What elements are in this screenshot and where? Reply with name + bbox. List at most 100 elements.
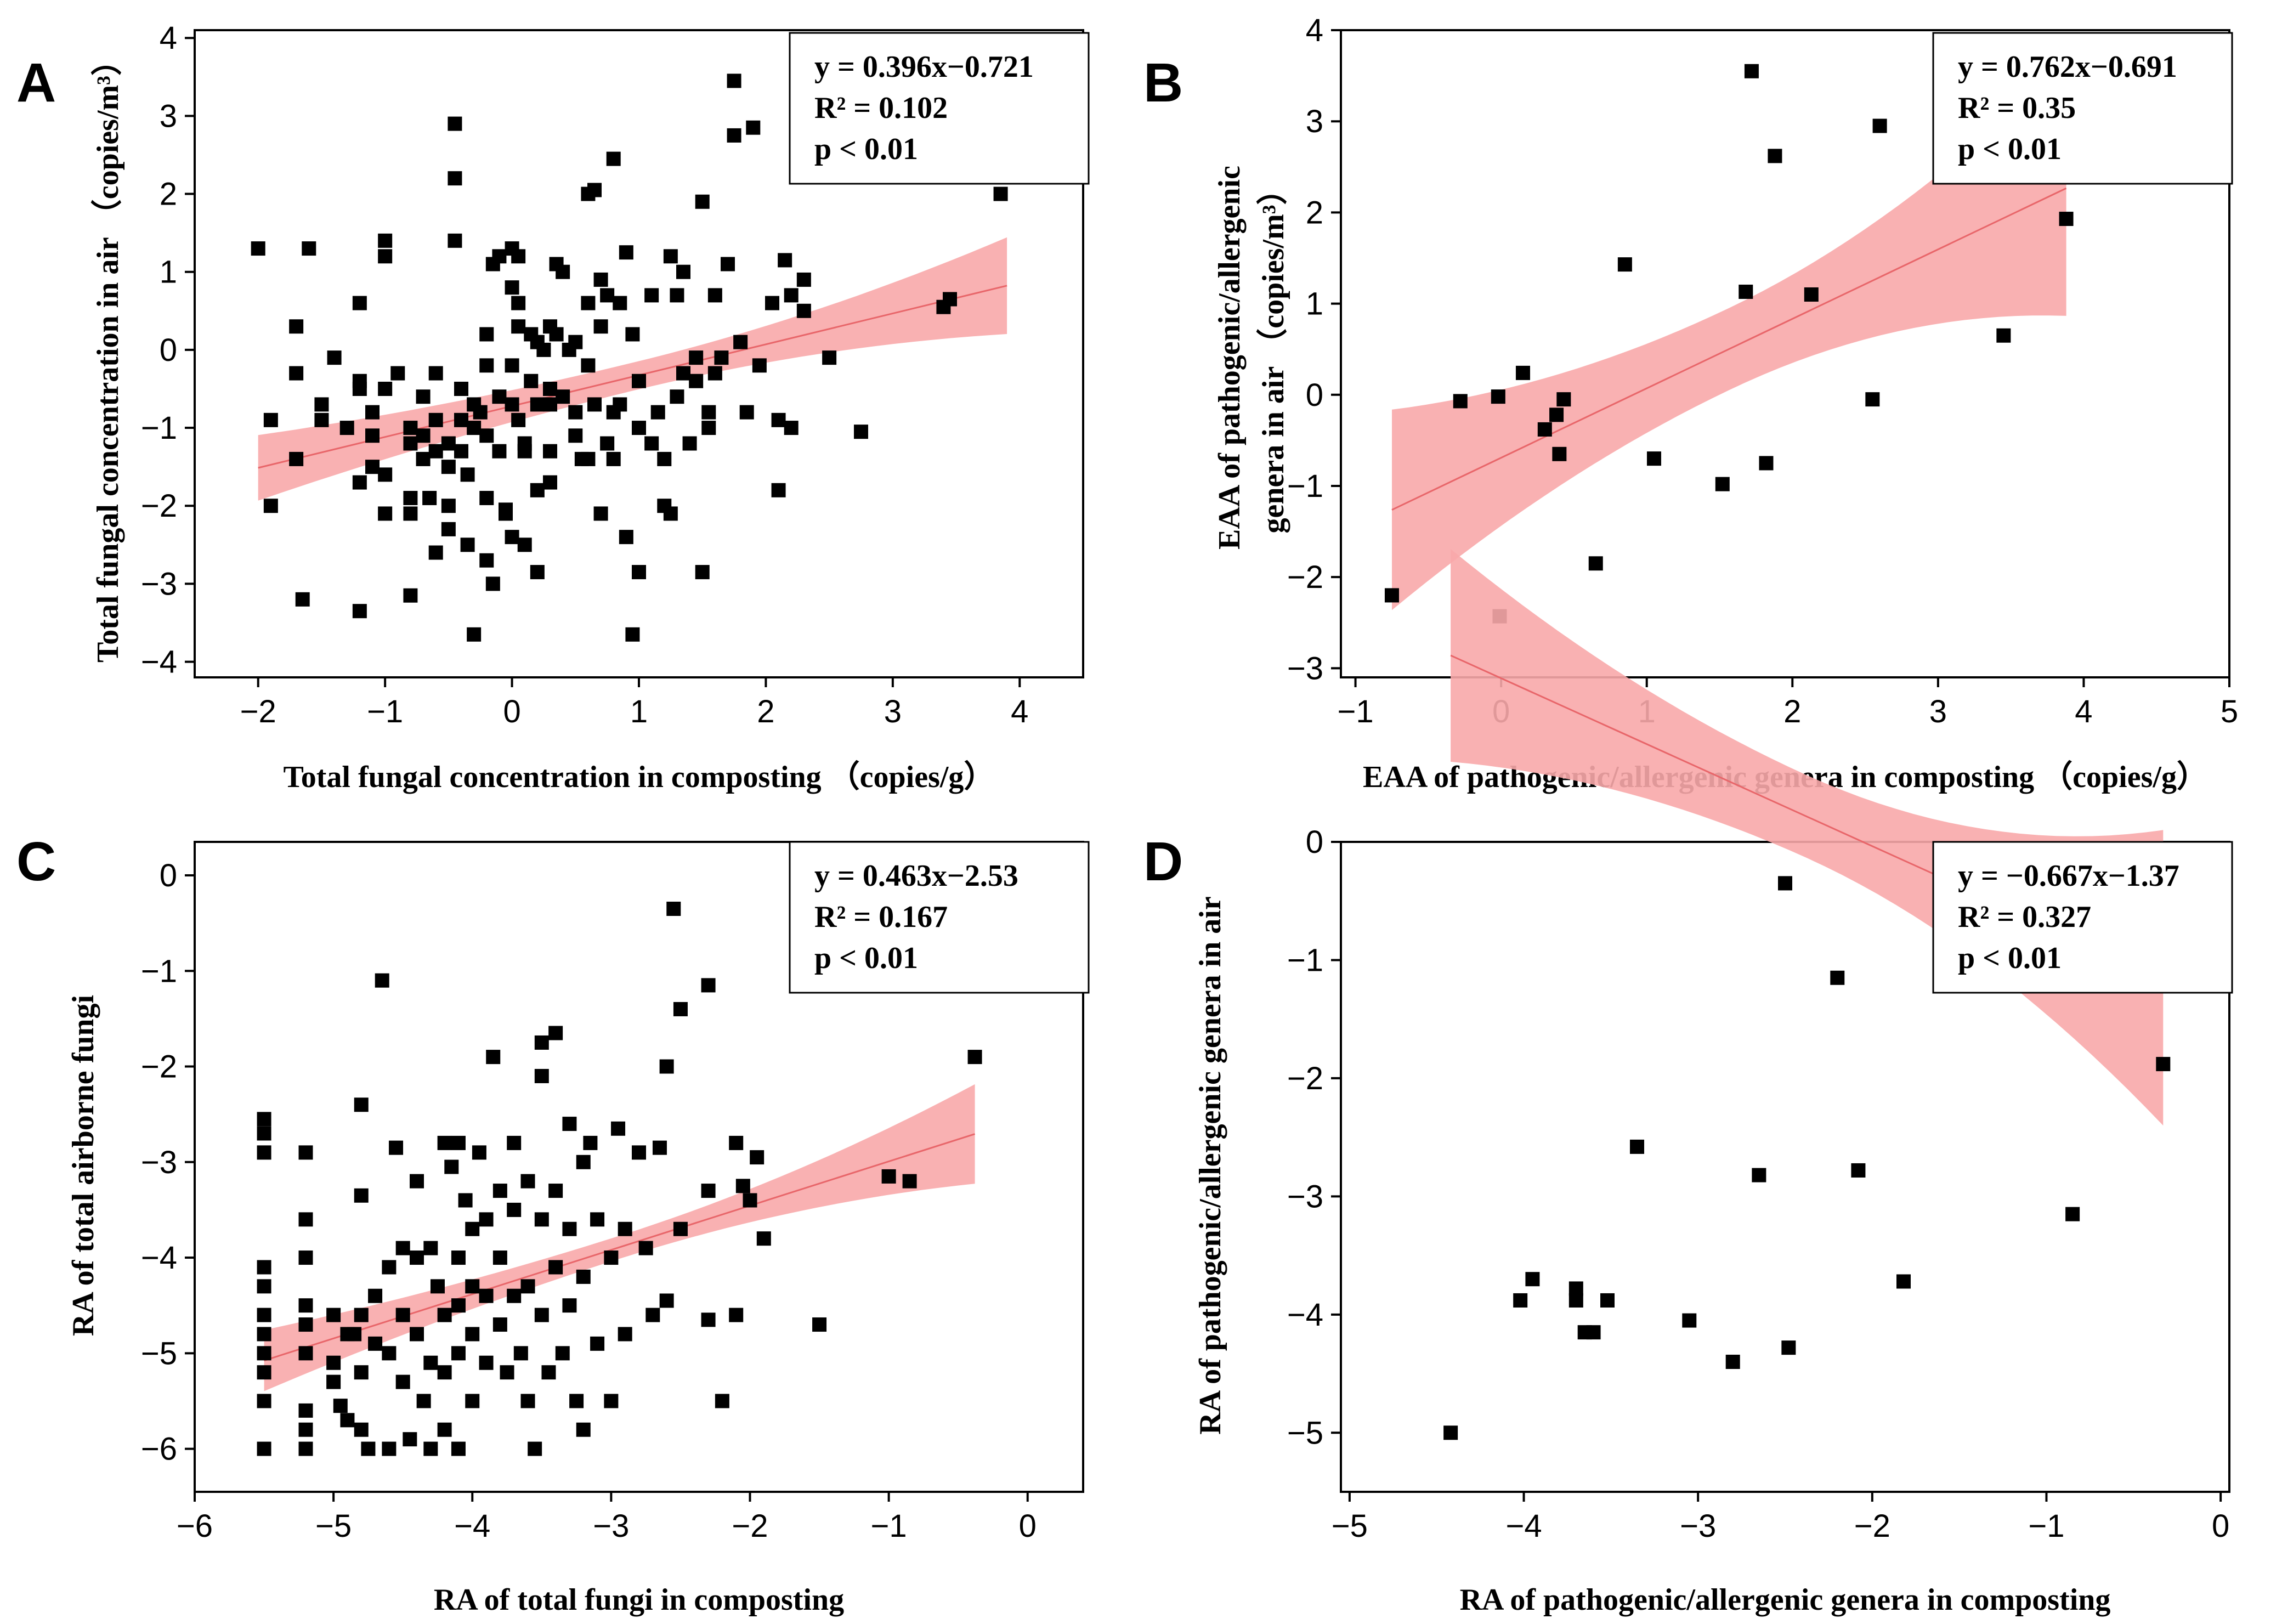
x-tick-label: −1 xyxy=(2028,1508,2064,1544)
data-point xyxy=(593,272,608,287)
data-point xyxy=(721,257,735,271)
data-point xyxy=(437,1135,452,1150)
data-point xyxy=(1525,1272,1540,1287)
data-point xyxy=(298,1403,313,1418)
data-point xyxy=(666,901,681,916)
x-tick-label: 2 xyxy=(757,694,774,729)
data-point xyxy=(492,1317,507,1332)
data-point xyxy=(568,335,583,349)
x-tick-label: 1 xyxy=(630,694,648,729)
data-point xyxy=(352,296,367,310)
data-point xyxy=(354,1097,369,1112)
y-tick-label: −4 xyxy=(141,1240,177,1276)
data-point xyxy=(428,444,443,459)
y-tick-label: 4 xyxy=(1306,13,1323,48)
data-point xyxy=(701,1184,716,1198)
data-point xyxy=(727,128,741,143)
data-point xyxy=(454,381,468,396)
x-tick-label: −2 xyxy=(732,1508,768,1544)
x-tick-label: −1 xyxy=(367,694,403,729)
data-point xyxy=(1896,1274,1911,1289)
x-tick-label: −3 xyxy=(1680,1508,1716,1544)
data-point xyxy=(416,428,431,443)
data-point xyxy=(403,421,418,435)
data-point xyxy=(441,499,456,513)
y-tick-label: −1 xyxy=(1287,942,1323,978)
legend-p-value: p < 0.01 xyxy=(1958,941,2062,975)
fit-line xyxy=(1391,187,2067,511)
data-point xyxy=(943,292,957,307)
data-point xyxy=(378,233,393,248)
data-point xyxy=(1513,1293,1528,1308)
data-point xyxy=(652,1140,667,1155)
data-point xyxy=(511,249,526,264)
data-point xyxy=(778,253,792,268)
data-point xyxy=(251,241,265,256)
data-point xyxy=(632,421,646,435)
data-point xyxy=(568,428,583,443)
y-axis-title: RA of total airborne fungi xyxy=(66,995,100,1336)
data-point xyxy=(378,467,393,482)
y-tick-label: 4 xyxy=(160,20,177,56)
data-point xyxy=(613,296,627,310)
y-axis-title: RA of pathogenic/allergenic genera in ai… xyxy=(1193,896,1227,1434)
data-point xyxy=(1556,392,1571,407)
data-point xyxy=(541,1365,556,1380)
x-tick-label: 4 xyxy=(1011,694,1028,729)
data-point xyxy=(465,1221,480,1236)
data-point xyxy=(618,1327,632,1342)
panel-c: C −6 −5 −4 −3 −2 −1 0 −6 −5 −4 −3 −2 −1 0 y = 0.463x… xyxy=(16,831,1090,1617)
data-point xyxy=(298,1346,313,1361)
data-point xyxy=(507,1135,522,1150)
legend-equation: y = 0.396x−0.721 xyxy=(814,50,1034,84)
data-point xyxy=(549,327,564,342)
data-point xyxy=(562,1221,577,1236)
data-point xyxy=(505,397,519,412)
data-point xyxy=(644,436,659,451)
data-point xyxy=(365,460,380,474)
data-point xyxy=(1646,451,1661,466)
confidence-band xyxy=(258,237,1007,501)
data-point xyxy=(543,444,557,459)
y-axis-ticks: −4 −3 −2 −1 0 1 2 3 4 xyxy=(141,20,195,680)
data-point xyxy=(587,183,602,197)
data-point xyxy=(302,241,316,256)
data-point xyxy=(416,389,431,404)
x-tick-label: −6 xyxy=(177,1508,213,1544)
data-point xyxy=(695,194,710,209)
data-point xyxy=(451,1441,466,1456)
data-point xyxy=(437,1308,452,1322)
data-point xyxy=(611,1121,626,1136)
data-point xyxy=(625,327,640,342)
data-point xyxy=(448,233,462,248)
data-point xyxy=(902,1174,917,1189)
y-tick-label: −2 xyxy=(141,488,177,524)
data-point xyxy=(1865,392,1880,407)
data-point xyxy=(314,412,329,427)
data-point xyxy=(771,412,786,427)
panel-label-a: A xyxy=(16,52,56,114)
x-tick-label: 5 xyxy=(2221,694,2238,729)
data-point xyxy=(1682,1313,1697,1328)
data-point xyxy=(327,350,342,365)
data-point xyxy=(673,1221,688,1236)
data-point xyxy=(467,421,482,435)
data-point xyxy=(695,565,710,580)
x-axis-title: Total fungal concentration in composting… xyxy=(284,760,995,794)
data-point xyxy=(625,627,640,642)
x-axis-ticks: −5 −4 −3 −2 −1 0 xyxy=(1332,1492,2229,1544)
y-tick-label: −1 xyxy=(141,410,177,446)
data-point xyxy=(382,1441,397,1456)
data-point xyxy=(1830,970,1845,985)
data-point xyxy=(1725,1355,1740,1369)
data-point xyxy=(298,1298,313,1313)
data-point xyxy=(689,374,704,388)
data-point xyxy=(1600,1293,1615,1308)
y-tick-label: −4 xyxy=(1287,1297,1323,1333)
data-point xyxy=(701,421,716,435)
x-tick-label: 2 xyxy=(1783,694,1801,729)
data-point xyxy=(1549,408,1564,422)
data-point xyxy=(556,264,570,279)
data-point xyxy=(733,335,748,349)
data-point xyxy=(314,397,329,412)
